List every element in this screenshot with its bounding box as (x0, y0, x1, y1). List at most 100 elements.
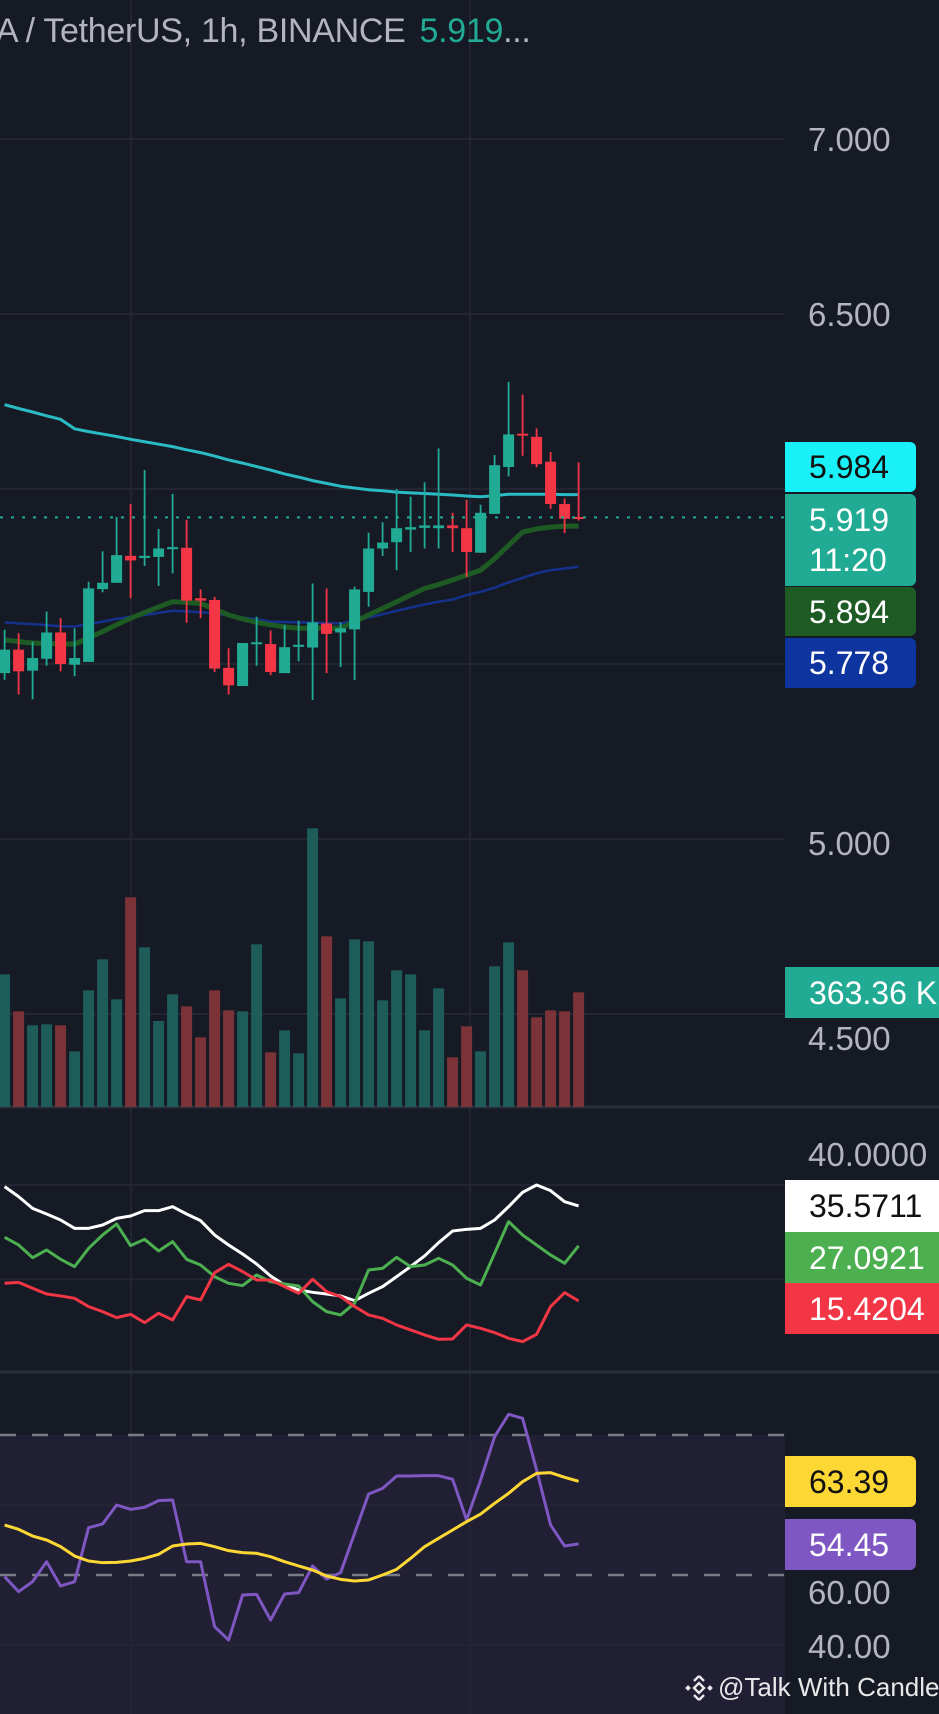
volume-bar (447, 1057, 459, 1107)
volume-bar (489, 966, 501, 1107)
candle-body (349, 589, 361, 630)
candle-body (293, 644, 305, 647)
ma-cyan-tag: 5.984 (785, 442, 916, 492)
last-price-value: 5.919 (809, 502, 890, 538)
candle-body (265, 644, 277, 673)
candle-body (223, 667, 235, 686)
candle-body (69, 658, 81, 665)
ma-navy-line (4, 565, 579, 628)
volume-bar (405, 974, 417, 1107)
symbol-header[interactable]: A / TetherUS, 1h, BINANCE 5.919... (0, 12, 531, 51)
last-price: 5.919 (419, 12, 504, 50)
candle-body (391, 528, 403, 543)
volume-bar (69, 1051, 81, 1107)
volume-bar (125, 897, 137, 1107)
watermark-text: @Talk With Candle (718, 1672, 939, 1702)
ma-navy-tag: 5.778 (785, 638, 916, 688)
candle-body (195, 598, 207, 601)
candle-body (83, 588, 95, 662)
volume-bar (83, 990, 95, 1107)
candle-body (251, 642, 263, 645)
candle-body (139, 555, 151, 558)
plus-di-line (3, 1220, 580, 1317)
volume-bar (503, 942, 515, 1107)
candle-body (55, 632, 67, 664)
candle-body (153, 548, 165, 557)
candle-body (335, 628, 347, 633)
candle-body (433, 525, 445, 529)
candle-body (489, 465, 501, 514)
volume-bar (13, 1011, 25, 1107)
candle-body (461, 528, 473, 552)
candle-body (209, 599, 221, 669)
candle-body (517, 433, 529, 436)
volume-bar (139, 947, 151, 1107)
volume-bar (321, 936, 333, 1107)
candle-body (307, 622, 319, 648)
price-axis-label: 6.500 (808, 296, 891, 333)
candle-body (181, 547, 193, 601)
volume-bar (545, 1010, 557, 1107)
volume-bar (167, 994, 179, 1107)
adx-tag: 35.5711 (785, 1180, 939, 1232)
binance-logo-icon (685, 1674, 713, 1701)
candle-body (125, 555, 137, 561)
candle-body (573, 517, 585, 519)
volume-bar (223, 1010, 235, 1107)
rsi-ma-tag: 63.39 (785, 1456, 916, 1507)
volume-bar (573, 992, 585, 1107)
volume-bar (531, 1017, 543, 1107)
candle-body (447, 525, 459, 529)
price-axis-label: 4.500 (808, 1020, 891, 1057)
volume-bar (181, 1006, 193, 1107)
volume-bar (97, 959, 109, 1107)
volume-bar (307, 828, 319, 1107)
candle-body (27, 658, 39, 671)
rsi-tag: 54.45 (785, 1519, 916, 1570)
candle-body (237, 643, 249, 687)
candle-body (279, 647, 291, 674)
candle-body (545, 461, 557, 505)
candle-body (475, 512, 487, 553)
minus-di-line (4, 1262, 580, 1344)
dmi-axis-label: 40.0000 (808, 1136, 928, 1173)
volume-bar (41, 1024, 53, 1107)
ma-cyan-line (4, 403, 579, 499)
candle-body (321, 623, 333, 634)
bar-countdown: 11:20 (809, 542, 887, 578)
symbol-title: A / TetherUS, 1h, BINANCE (0, 12, 406, 50)
price-axis-label: 5.000 (808, 825, 891, 862)
candle-body (419, 525, 431, 528)
candle-body (531, 436, 543, 465)
volume-bar (293, 1053, 305, 1107)
volume-bar (559, 1011, 571, 1107)
volume-bar (55, 1025, 67, 1107)
candle-body (0, 649, 11, 674)
ma-green-tag: 5.894 (785, 587, 916, 636)
volume-bar (433, 988, 445, 1107)
volume-bar (377, 1000, 389, 1107)
candle-body (41, 632, 53, 659)
candle-body (363, 548, 375, 592)
volume-bar (279, 1030, 291, 1107)
volume-tag: 363.36 K (785, 967, 939, 1018)
volume-bar (475, 1051, 487, 1107)
volume-bar (461, 1026, 473, 1107)
plus-di-tag: 27.0921 (785, 1232, 939, 1283)
candle-body (97, 582, 109, 590)
ma-green-line (4, 523, 579, 647)
volume-bar (153, 1020, 165, 1107)
candle-body (13, 649, 25, 672)
volume-bar (391, 970, 403, 1107)
rsi-line (3, 1412, 579, 1642)
candle-body (377, 542, 389, 549)
rsi-axis-label: 40.00 (808, 1628, 891, 1665)
volume-bar (237, 1011, 249, 1107)
rsi-ma-line (4, 1471, 580, 1583)
volume-bar (335, 998, 347, 1107)
volume-bar (195, 1037, 207, 1107)
candle-body (405, 527, 417, 530)
candle-body (111, 555, 123, 583)
volume-bar (27, 1025, 39, 1107)
